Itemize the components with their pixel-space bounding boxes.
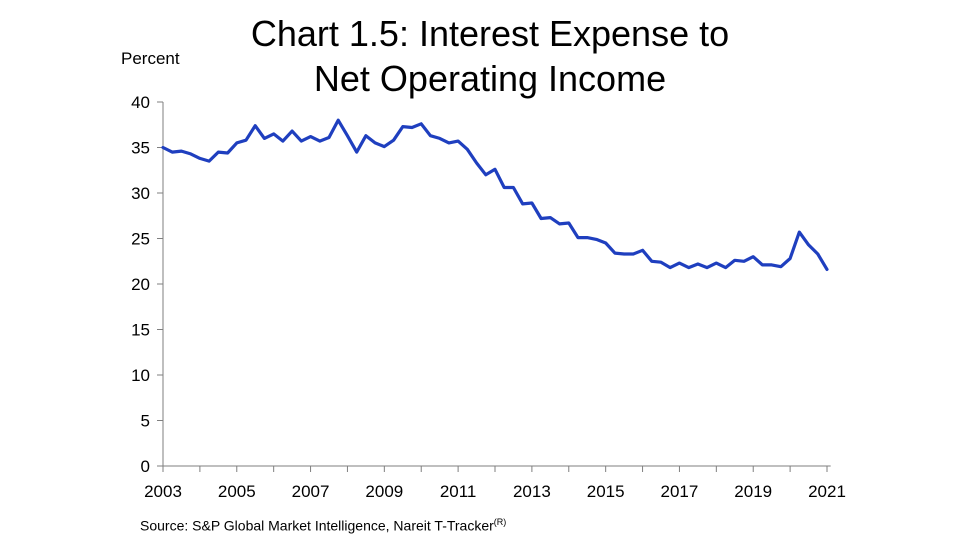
y-tick-label: 15 xyxy=(131,321,150,340)
y-tick-label: 0 xyxy=(141,457,150,476)
y-tick-label: 5 xyxy=(141,412,150,431)
chart-title-line-1: Chart 1.5: Interest Expense to xyxy=(250,13,730,54)
series-line xyxy=(161,118,829,271)
source-text: Source: S&P Global Market Intelligence, … xyxy=(140,517,494,534)
x-tick-label: 2017 xyxy=(661,482,699,501)
x-tick-label: 2013 xyxy=(513,482,551,501)
x-tick-label: 2007 xyxy=(292,482,330,501)
x-tick-label: 2005 xyxy=(218,482,256,501)
source-note: Source: S&P Global Market Intelligence, … xyxy=(140,517,506,534)
y-tick-label: 25 xyxy=(131,230,150,249)
y-tick-label: 35 xyxy=(131,139,150,158)
registered-mark: (R) xyxy=(493,517,507,527)
x-tick-label: 2009 xyxy=(365,482,403,501)
x-tick-label: 2019 xyxy=(734,482,772,501)
y-tick-label: 30 xyxy=(131,184,150,203)
chart-title-line-2: Net Operating Income xyxy=(313,58,667,99)
y-tick-label: 40 xyxy=(131,93,150,112)
x-axis-ticks: 2003 2005 2007 2009 2011 2013 2015 2017 2019 2021 xyxy=(144,466,846,501)
x-tick-label: 2021 xyxy=(808,482,846,501)
series-layer xyxy=(161,118,829,271)
x-tick-label: 2015 xyxy=(587,482,625,501)
x-tick-label: 2011 xyxy=(440,482,477,501)
x-tick-label: 2003 xyxy=(144,482,182,501)
y-axis-label: Percent xyxy=(121,49,180,68)
y-tick-label: 20 xyxy=(131,275,150,294)
y-axis-ticks: 0 5 10 15 20 25 30 35 40 xyxy=(131,93,163,476)
y-tick-label: 10 xyxy=(131,366,150,385)
